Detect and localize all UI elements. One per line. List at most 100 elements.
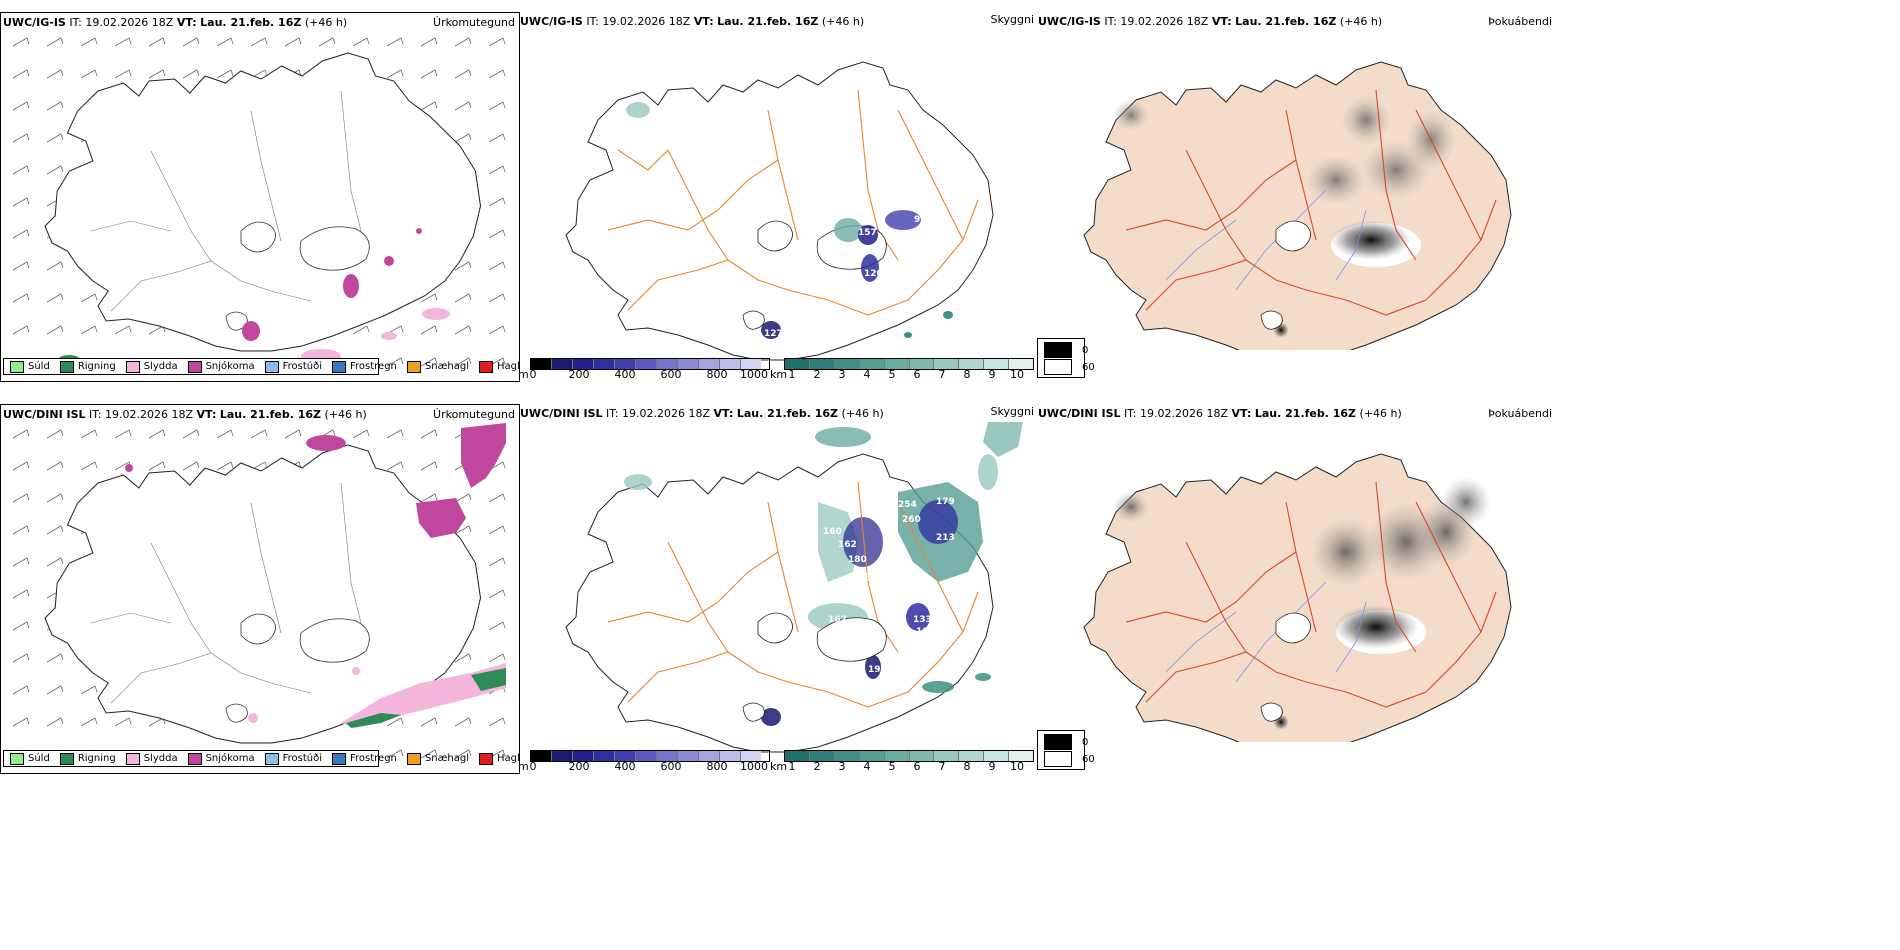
wind-barb: [46, 261, 64, 271]
wind-barb: [386, 357, 404, 367]
panel-title: UWC/IG-IS IT: 19.02.2026 18Z VT: Lau. 21…: [1038, 15, 1383, 28]
wind-barb: [46, 717, 64, 727]
wind-barb: [46, 653, 64, 663]
visibility-map: 254 260 179 160 162 213 180 132 130 133 …: [565, 422, 1023, 753]
point-label: 254: [898, 500, 917, 510]
visibility-tick: 5: [888, 760, 896, 772]
ceiling-tick: 1000: [740, 760, 768, 772]
wind-barb: [488, 197, 506, 207]
visibility-tick: 8: [963, 760, 971, 772]
visibility-tick: 2: [813, 760, 821, 772]
wind-barb: [250, 37, 268, 47]
wind-barb: [12, 261, 30, 271]
wind-barb: [182, 69, 200, 79]
wind-barb: [420, 461, 438, 471]
wind-barb: [352, 325, 370, 335]
precip-map: [12, 423, 506, 759]
wind-barb: [12, 653, 30, 663]
precip-areas: [125, 423, 506, 728]
visibility-tick: 7: [938, 368, 946, 380]
wind-barb: [12, 461, 30, 471]
point-label: 157: [858, 228, 877, 238]
fog-map: [1083, 453, 1512, 742]
fog-panel-top: UWC/IG-IS IT: 19.02.2026 18Z VT: Lau. 21…: [1036, 12, 1554, 352]
wind-barb: [386, 37, 404, 47]
wind-barb: [12, 197, 30, 207]
visibility-panel-top: UWC/IG-IS IT: 19.02.2026 18Z VT: Lau. 21…: [518, 12, 1036, 380]
wind-barb: [488, 293, 506, 303]
legend-item: Súld: [10, 752, 50, 765]
wind-barb: [488, 69, 506, 79]
wind-barb: [250, 429, 268, 439]
wind-barb: [454, 717, 472, 727]
wind-barb: [114, 69, 132, 79]
legend-item: Snjókoma: [187, 360, 255, 373]
wind-barb: [46, 101, 64, 111]
ceiling-tick: 0: [529, 368, 537, 380]
legend-item: Haglél: [479, 360, 519, 373]
wind-barb: [454, 261, 472, 271]
wind-barb: [114, 37, 132, 47]
wind-barb: [488, 37, 506, 47]
legend-item: Súld: [10, 360, 50, 373]
wind-barb: [216, 37, 234, 47]
point-label: 133: [913, 615, 932, 625]
wind-barb: [12, 557, 30, 567]
ceiling-scale: m 0 200 400 600 800 1000: [518, 750, 770, 772]
wind-barb: [386, 429, 404, 439]
panel-title: UWC/IG-IS IT: 19.02.2026 18Z VT: Lau. 21…: [520, 15, 865, 28]
precip-type-label: Úrkomutegund: [433, 16, 515, 29]
point-label: 160: [823, 527, 842, 537]
wind-barb: [488, 165, 506, 175]
point-label: 213: [936, 533, 955, 543]
ceiling-colorbar: [530, 750, 770, 762]
wind-barb: [216, 429, 234, 439]
visibility-tick: 7: [938, 760, 946, 772]
ceiling-tick: 400: [614, 760, 636, 772]
wind-barb: [454, 749, 472, 759]
precip-type-panel-top: UWC/IG-IS IT: 19.02.2026 18Z VT: Lau. 21…: [0, 12, 520, 382]
ceiling-colorbar: [530, 358, 770, 370]
panel-title: UWC/DINI ISL IT: 19.02.2026 18Z VT: Lau.…: [1038, 407, 1402, 420]
legend-item: Rigning: [59, 752, 116, 765]
visibility-colorbar: [784, 750, 1034, 762]
wind-barb: [148, 69, 166, 79]
wind-barb: [454, 293, 472, 303]
wind-barb: [182, 461, 200, 471]
visibility-tick: 6: [913, 760, 921, 772]
wind-barb: [284, 37, 302, 47]
wind-barb: [12, 429, 30, 439]
visibility-map: 157 96 120 127: [565, 61, 994, 361]
legend-item: Frostregn: [332, 752, 397, 765]
ceiling-tick: 1000: [740, 368, 768, 380]
visibility-tick: 8: [963, 368, 971, 380]
wind-barb: [386, 717, 404, 727]
fog-label: Þokuábendi: [1488, 407, 1552, 420]
wind-barb: [454, 101, 472, 111]
wind-barb: [420, 325, 438, 335]
fog-legend-bottom: 0 60: [1037, 730, 1095, 770]
wind-barb: [12, 37, 30, 47]
ceiling-tick: 0: [529, 760, 537, 772]
legend-item: Frostúði: [264, 752, 322, 765]
wind-barb: [182, 429, 200, 439]
wind-barb: [46, 133, 64, 143]
wind-barb: [12, 325, 30, 335]
wind-barb: [12, 717, 30, 727]
wind-barb: [80, 37, 98, 47]
point-label: 130: [840, 625, 859, 635]
visibility-tick: 1: [788, 760, 796, 772]
wind-barb: [80, 293, 98, 303]
wind-barb: [80, 685, 98, 695]
wind-barb: [216, 69, 234, 79]
wind-barb: [46, 429, 64, 439]
wind-barb: [46, 165, 64, 175]
wind-barb: [80, 717, 98, 727]
visibility-tick: 5: [888, 368, 896, 380]
wind-barb: [80, 325, 98, 335]
wind-barb: [454, 69, 472, 79]
visibility-tick: 4: [863, 368, 871, 380]
wind-barb: [420, 493, 438, 503]
point-label: 131: [916, 627, 935, 637]
point-label: 192: [868, 665, 887, 675]
